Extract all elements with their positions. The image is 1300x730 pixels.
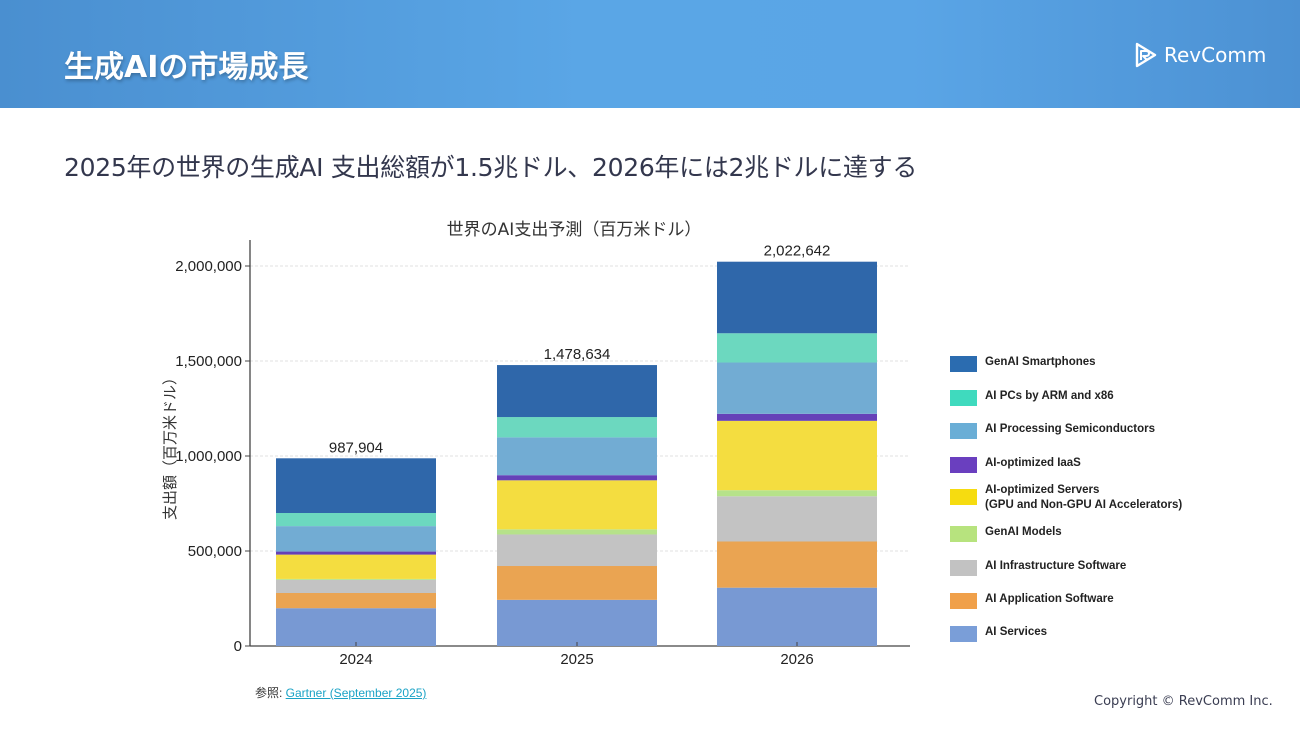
bar-total-label: 1,478,634 bbox=[544, 346, 611, 363]
bar-segment bbox=[717, 587, 877, 646]
slide-subtitle: 2025年の世界の生成AI 支出総額が1.5兆ドル、2026年には2兆ドルに達す… bbox=[64, 153, 918, 182]
legend-label: AI-optimized IaaS bbox=[985, 457, 1081, 469]
bar-segment bbox=[717, 496, 877, 542]
chart-canvas: 世界のAI支出予測（百万米ドル） 0 500,000 1,000,000 1,500,0… bbox=[161, 220, 910, 668]
bar-segment bbox=[276, 458, 436, 513]
source-link[interactable]: Gartner (September 2025) bbox=[285, 686, 427, 700]
legend-item: AI Infrastructure Software bbox=[950, 559, 1126, 576]
legend-label: AI Application Software bbox=[985, 593, 1114, 605]
bar-segment bbox=[276, 513, 436, 527]
bar-segment bbox=[717, 362, 877, 414]
bar-segment bbox=[497, 529, 657, 535]
bar-segment bbox=[717, 261, 877, 334]
legend-item: AI-optimized IaaS bbox=[950, 456, 1081, 473]
stacked-bar-chart: 世界のAI支出予測（百万米ドル） 0 500,000 1,000,000 1,500,0… bbox=[150, 205, 930, 680]
legend-swatch bbox=[950, 526, 977, 542]
revcomm-logo: RevComm bbox=[1134, 40, 1266, 70]
bar-segment bbox=[497, 534, 657, 567]
bar-segment bbox=[276, 554, 436, 579]
bar-total-label: 987,904 bbox=[329, 439, 383, 456]
source-prefix: 参照: bbox=[255, 686, 286, 700]
bar-segment bbox=[497, 599, 657, 646]
bar-segment bbox=[717, 420, 877, 491]
y-tick-label: 1,000,000 bbox=[175, 448, 242, 465]
bar-segment bbox=[497, 437, 657, 476]
legend-swatch bbox=[950, 356, 977, 372]
bar-segment bbox=[717, 490, 877, 497]
legend-item: AI Application Software bbox=[950, 592, 1114, 609]
slide-title: 生成AIの市場成長 bbox=[64, 50, 309, 85]
bar-segment bbox=[276, 592, 436, 609]
legend-label: GenAI Smartphones bbox=[985, 356, 1096, 368]
bar-segment bbox=[497, 566, 657, 600]
legend-item: AI Services bbox=[950, 625, 1047, 642]
bar-segment bbox=[276, 551, 436, 555]
legend-label: GenAI Models bbox=[985, 526, 1062, 538]
legend-item: GenAI Models bbox=[950, 525, 1062, 542]
x-tick-label: 2025 bbox=[560, 651, 593, 668]
y-tick-label: 0 bbox=[234, 638, 242, 655]
legend-item: AI Processing Semiconductors bbox=[950, 422, 1155, 439]
x-tick-label: 2024 bbox=[339, 651, 372, 668]
logo-text: RevComm bbox=[1164, 43, 1267, 67]
legend-swatch bbox=[950, 457, 977, 473]
bar-segment bbox=[717, 541, 877, 588]
y-tick-label: 500,000 bbox=[188, 543, 242, 560]
legend-swatch bbox=[950, 423, 977, 439]
bar-segment bbox=[497, 417, 657, 438]
y-axis-label: 支出額（百万米ドル） bbox=[161, 370, 179, 520]
bar-segment bbox=[276, 579, 436, 593]
legend-item: AI PCs by ARM and x86 bbox=[950, 389, 1114, 406]
legend-swatch bbox=[950, 560, 977, 576]
legend-label: AI Processing Semiconductors bbox=[985, 423, 1155, 435]
legend-swatch bbox=[950, 489, 977, 505]
copyright-notice: Copyright © RevComm Inc. bbox=[1094, 694, 1273, 709]
bar-segment bbox=[717, 333, 877, 363]
legend-item: GenAI Smartphones bbox=[950, 355, 1096, 372]
legend-swatch bbox=[950, 593, 977, 609]
legend-label: AI PCs by ARM and x86 bbox=[985, 390, 1114, 402]
bar-segment bbox=[497, 475, 657, 481]
bar-segment bbox=[276, 578, 436, 580]
bar-segment bbox=[497, 365, 657, 418]
bar-segment bbox=[717, 413, 877, 421]
bar-total-label: 2,022,642 bbox=[764, 243, 831, 260]
legend-label: AI-optimized Servers (GPU and Non-GPU AI… bbox=[985, 484, 1183, 511]
bar-segment bbox=[276, 608, 436, 646]
legend-label: AI Infrastructure Software bbox=[985, 560, 1127, 572]
bar-segment bbox=[276, 526, 436, 552]
slide-header: 生成AIの市場成長 RevComm bbox=[0, 0, 1300, 108]
revcomm-play-icon bbox=[1135, 42, 1157, 68]
legend-swatch bbox=[950, 626, 977, 642]
legend-swatch bbox=[950, 390, 977, 406]
y-tick-label: 1,500,000 bbox=[175, 353, 242, 370]
source-citation: 参照: Gartner (September 2025) bbox=[255, 684, 426, 701]
chart-title: 世界のAI支出予測（百万米ドル） bbox=[447, 220, 702, 240]
y-tick-label: 2,000,000 bbox=[175, 258, 242, 275]
bar-segment bbox=[497, 480, 657, 530]
legend-label: AI Services bbox=[985, 626, 1048, 638]
legend-item: AI-optimized Servers (GPU and Non-GPU AI… bbox=[950, 483, 1182, 513]
x-tick-label: 2026 bbox=[780, 651, 813, 668]
